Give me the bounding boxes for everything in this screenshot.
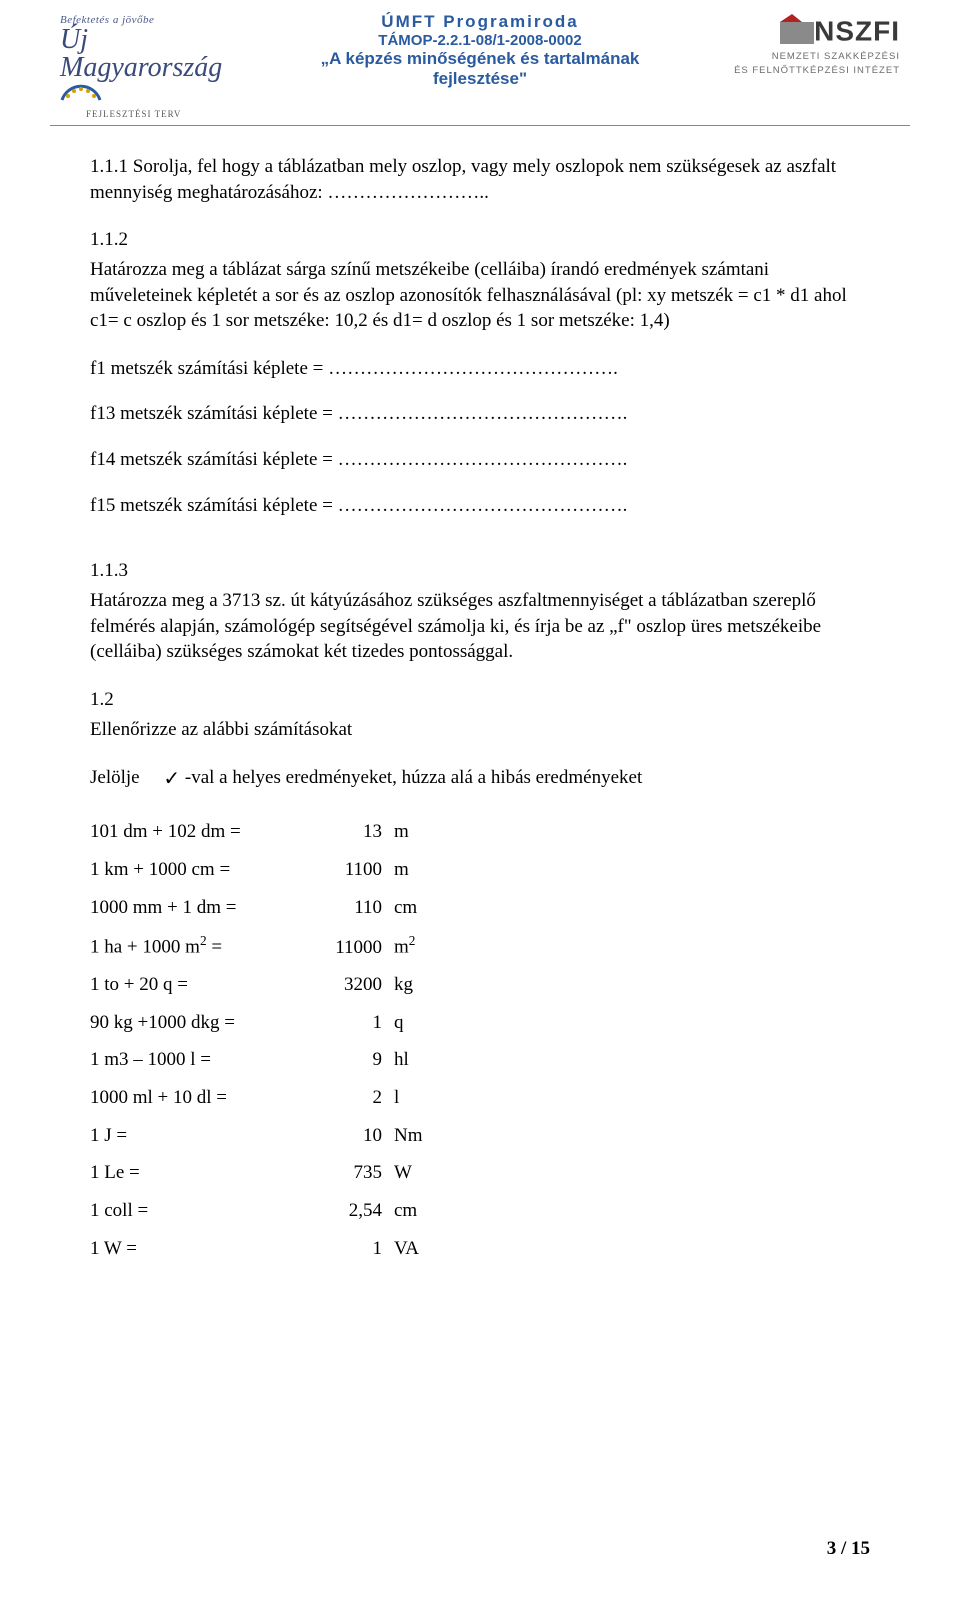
check-val: 11000 [300,926,390,966]
check-val: 1 [300,1004,390,1042]
logo-right: NSZFI NEMZETI SZAKKÉPZÉSI ÉS FELNŐTTKÉPZ… [710,8,910,78]
logo-left: Befektetés a jövőbe Új Magyarország FEJL… [50,8,250,119]
check-unit: q [390,1004,423,1042]
nszfi-acronym: NSZFI [814,16,900,47]
check-val: 13 [300,813,390,851]
check-unit: m [390,813,423,851]
check-lhs: 1000 mm + 1 dm = [90,889,300,927]
check-unit: cm [390,889,423,927]
jelolje-line: Jelölje ✓ -val a helyes eredményeket, hú… [90,764,870,791]
check-val: 10 [300,1117,390,1155]
header-center: ÚMFT Programiroda TÁMOP-2.2.1-08/1-2008-… [250,8,710,89]
check-lhs: 101 dm + 102 dm = [90,813,300,851]
logo-left-sub: FEJLESZTÉSI TERV [86,109,250,119]
para-12: Ellenőrizze az alábbi számításokat [90,717,870,743]
check-val: 2 [300,1079,390,1117]
formula-f14: f14 metszék számítási képlete = ……………………… [90,447,870,473]
jelolje-post: -val a helyes eredményeket, húzza alá a … [185,767,642,788]
check-table: 101 dm + 102 dm =13m1 km + 1000 cm =1100… [90,813,423,1267]
table-row: 1 m3 – 1000 l =9hl [90,1041,423,1079]
logo-left-row: Új Magyarország [60,26,250,109]
check-lhs: 1 m3 – 1000 l = [90,1041,300,1079]
content: 1.1.1 Sorolja, fel hogy a táblázatban me… [90,154,870,1267]
formula-f13: f13 metszék számítási képlete = ……………………… [90,401,870,427]
arc-icon [60,82,102,109]
formula-f1: f1 metszék számítási képlete = ………………………… [90,356,870,382]
check-lhs: 1 ha + 1000 m2 = [90,926,300,966]
page-footer: 3 / 15 [827,1538,870,1560]
header-title-4: fejlesztése" [250,69,710,89]
table-row: 1000 ml + 10 dl =2l [90,1079,423,1117]
jelolje-pre: Jelölje [90,767,140,788]
table-row: 1 coll =2,54cm [90,1192,423,1230]
check-val: 1 [300,1230,390,1268]
label-12: 1.2 [90,687,870,713]
check-val: 1100 [300,851,390,889]
page-header: Befektetés a jövőbe Új Magyarország FEJL… [50,0,910,126]
check-val: 3200 [300,966,390,1004]
check-unit: l [390,1079,423,1117]
table-row: 1 ha + 1000 m2 =11000m2 [90,926,423,966]
check-lhs: 1 Le = [90,1154,300,1192]
para-112: Határozza meg a táblázat sárga színű met… [90,257,870,334]
check-unit: kg [390,966,423,1004]
check-val: 9 [300,1041,390,1079]
check-lhs: 90 kg +1000 dkg = [90,1004,300,1042]
check-unit: W [390,1154,423,1192]
nszfi-sub2: ÉS FELNŐTTKÉPZÉSI INTÉZET [734,65,900,77]
check-unit: VA [390,1230,423,1268]
nszfi-mark-icon [780,14,814,49]
check-lhs: 1 J = [90,1117,300,1155]
formula-f15: f15 metszék számítási képlete = ……………………… [90,493,870,519]
check-unit: m2 [390,926,423,966]
table-row: 101 dm + 102 dm =13m [90,813,423,851]
header-title-3: „A képzés minőségének és tartalmának [250,49,710,69]
check-lhs: 1 W = [90,1230,300,1268]
check-lhs: 1 km + 1000 cm = [90,851,300,889]
table-row: 1 J =10Nm [90,1117,423,1155]
check-val: 735 [300,1154,390,1192]
header-title-1: ÚMFT Programiroda [250,12,710,32]
nszfi-logo: NSZFI NEMZETI SZAKKÉPZÉSI ÉS FELNŐTTKÉPZ… [734,14,900,78]
table-row: 1 Le =735W [90,1154,423,1192]
para-111: 1.1.1 Sorolja, fel hogy a táblázatban me… [90,154,870,205]
check-val: 2,54 [300,1192,390,1230]
check-val: 110 [300,889,390,927]
check-lhs: 1000 ml + 10 dl = [90,1079,300,1117]
label-113: 1.1.3 [90,558,870,584]
check-unit: hl [390,1041,423,1079]
table-row: 1 km + 1000 cm =1100m [90,851,423,889]
page: Befektetés a jövőbe Új Magyarország FEJL… [0,0,960,1600]
table-row: 1 to + 20 q =3200kg [90,966,423,1004]
check-lhs: 1 coll = [90,1192,300,1230]
check-table-body: 101 dm + 102 dm =13m1 km + 1000 cm =1100… [90,813,423,1267]
check-icon: ✓ [163,766,180,793]
header-title-2: TÁMOP-2.2.1-08/1-2008-0002 [250,32,710,49]
para-113: Határozza meg a 3713 sz. út kátyúzásához… [90,588,870,665]
check-lhs: 1 to + 20 q = [90,966,300,1004]
logo-left-tagline: Befektetés a jövőbe [60,14,250,26]
nszfi-sub1: NEMZETI SZAKKÉPZÉSI [734,51,900,63]
table-row: 90 kg +1000 dkg =1q [90,1004,423,1042]
label-112: 1.1.2 [90,227,870,253]
table-row: 1 W =1VA [90,1230,423,1268]
table-row: 1000 mm + 1 dm =110cm [90,889,423,927]
check-unit: Nm [390,1117,423,1155]
check-unit: cm [390,1192,423,1230]
logo-left-main: Új Magyarország [60,24,222,83]
check-unit: m [390,851,423,889]
